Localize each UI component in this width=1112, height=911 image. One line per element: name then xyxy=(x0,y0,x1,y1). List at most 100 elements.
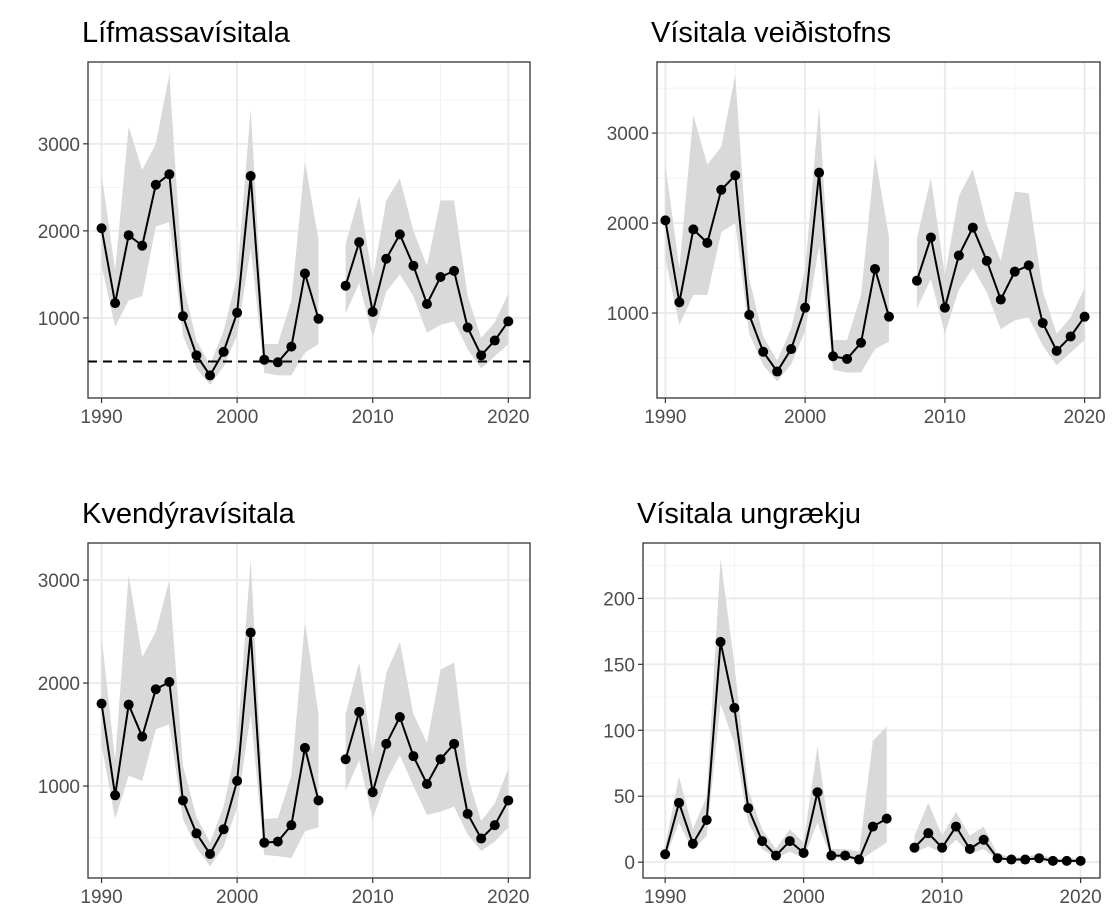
x-tick-label: 2010 xyxy=(924,407,966,428)
data-point xyxy=(218,824,229,835)
data-point xyxy=(476,350,487,361)
data-point xyxy=(191,828,202,839)
data-point xyxy=(911,275,922,286)
data-point xyxy=(205,370,216,381)
data-point xyxy=(939,302,950,313)
plot-border xyxy=(656,61,1101,399)
x-tick-label: 1990 xyxy=(644,407,686,428)
data-point xyxy=(435,272,446,283)
data-point xyxy=(1075,855,1086,866)
data-point xyxy=(164,677,175,688)
data-point xyxy=(462,322,473,333)
y-tick-label: 2000 xyxy=(38,222,80,243)
data-point xyxy=(96,223,107,234)
data-point xyxy=(688,224,699,235)
data-point xyxy=(313,313,324,324)
data-point xyxy=(854,854,865,865)
data-point xyxy=(503,316,514,327)
chart-title: Vísitala veiðistofns xyxy=(651,17,891,49)
x-tick-label: 1990 xyxy=(80,407,122,428)
data-point xyxy=(716,184,727,195)
data-point xyxy=(191,350,202,361)
data-point xyxy=(1023,260,1034,271)
y-tick-label: 150 xyxy=(603,655,635,676)
chart-title: Kvendýravísitala xyxy=(82,498,296,530)
data-point xyxy=(757,836,768,847)
data-point xyxy=(1079,311,1090,322)
x-tick-label: 2020 xyxy=(487,887,529,908)
confidence-band xyxy=(916,169,1085,366)
data-point xyxy=(770,850,781,861)
y-tick-label: 1000 xyxy=(38,309,80,330)
x-tick-label: 2010 xyxy=(352,407,394,428)
x-tick-label: 2020 xyxy=(1059,887,1101,908)
data-point xyxy=(992,853,1003,864)
data-point xyxy=(123,699,134,710)
data-point xyxy=(687,838,698,849)
data-point xyxy=(259,354,270,365)
data-point xyxy=(164,169,175,180)
data-point xyxy=(462,808,473,819)
data-point xyxy=(701,814,712,825)
data-point xyxy=(367,306,378,317)
data-point xyxy=(883,311,894,322)
data-point xyxy=(744,309,755,320)
data-point xyxy=(937,842,948,853)
confidence-band xyxy=(345,641,509,851)
confidence-band xyxy=(101,559,319,867)
chart-title: Lífmassavísitala xyxy=(82,17,291,49)
y-tick-label: 2000 xyxy=(607,214,649,235)
data-point xyxy=(1065,331,1076,342)
data-point xyxy=(1034,853,1045,864)
data-point xyxy=(981,255,992,266)
data-point xyxy=(272,357,283,368)
data-point xyxy=(245,171,256,182)
x-tick-label: 2010 xyxy=(352,887,394,908)
data-point xyxy=(354,237,365,248)
panel: Vísitala veiðistofns 1990 2000 2010 2020 1000… xyxy=(607,17,1106,428)
data-point xyxy=(503,795,514,806)
x-tick-label: 2000 xyxy=(784,407,826,428)
data-point xyxy=(786,344,797,355)
data-point xyxy=(660,849,671,860)
data-point xyxy=(758,346,769,357)
data-point xyxy=(489,335,500,346)
data-point xyxy=(925,232,936,243)
data-point xyxy=(137,240,148,251)
data-point xyxy=(354,706,365,717)
y-tick-label: 50 xyxy=(614,787,635,808)
data-point xyxy=(772,366,783,377)
data-point xyxy=(449,265,460,276)
data-point xyxy=(476,833,487,844)
y-tick-label: 100 xyxy=(603,721,635,742)
data-point xyxy=(313,795,324,806)
data-point xyxy=(715,636,726,647)
x-tick-label: 2000 xyxy=(216,407,258,428)
data-point xyxy=(340,280,351,291)
data-point xyxy=(435,754,446,765)
data-point xyxy=(408,751,419,762)
y-tick-label: 2000 xyxy=(38,674,80,695)
data-point xyxy=(995,294,1006,305)
x-tick-label: 2010 xyxy=(921,887,963,908)
x-tick-label: 1990 xyxy=(644,887,686,908)
data-point xyxy=(123,230,134,241)
plot-border xyxy=(87,61,531,399)
confidence-band xyxy=(101,74,319,385)
data-point xyxy=(950,821,961,832)
data-point xyxy=(394,712,405,723)
data-point xyxy=(150,684,161,695)
data-point xyxy=(408,260,419,271)
plot-border xyxy=(642,542,1101,879)
data-point xyxy=(828,351,839,362)
data-point xyxy=(1051,345,1062,356)
data-point xyxy=(814,167,825,178)
data-point xyxy=(110,790,121,801)
y-tick-label: 0 xyxy=(624,853,635,874)
data-point xyxy=(394,229,405,240)
data-point xyxy=(232,307,243,318)
data-point xyxy=(150,179,161,190)
data-point xyxy=(1047,855,1058,866)
data-point xyxy=(177,795,188,806)
